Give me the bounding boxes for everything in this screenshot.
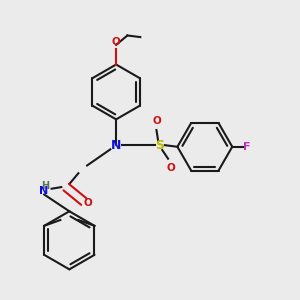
Text: O: O	[167, 163, 175, 173]
Text: O: O	[152, 116, 161, 127]
Text: N: N	[39, 186, 48, 196]
Text: F: F	[243, 142, 250, 152]
Text: N: N	[111, 139, 121, 152]
Text: S: S	[155, 139, 164, 152]
Text: H: H	[41, 181, 49, 191]
Text: O: O	[83, 198, 92, 208]
Text: O: O	[112, 38, 121, 47]
